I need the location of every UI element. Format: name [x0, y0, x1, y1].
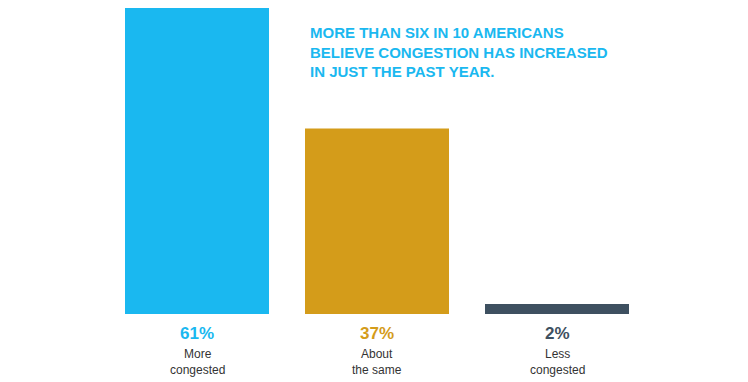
svg-text:Morecongested: Morecongested: [170, 347, 225, 377]
svg-text:2%: 2%: [545, 324, 570, 343]
svg-text:MORE THAN SIX IN 10 AMERICANSB: MORE THAN SIX IN 10 AMERICANSBELIEVE CON…: [310, 24, 608, 80]
svg-text:37%: 37%: [360, 324, 394, 343]
svg-text:Lesscongested: Lesscongested: [530, 347, 585, 377]
svg-text:61%: 61%: [180, 324, 214, 343]
svg-text:Aboutthe same: Aboutthe same: [352, 347, 402, 377]
